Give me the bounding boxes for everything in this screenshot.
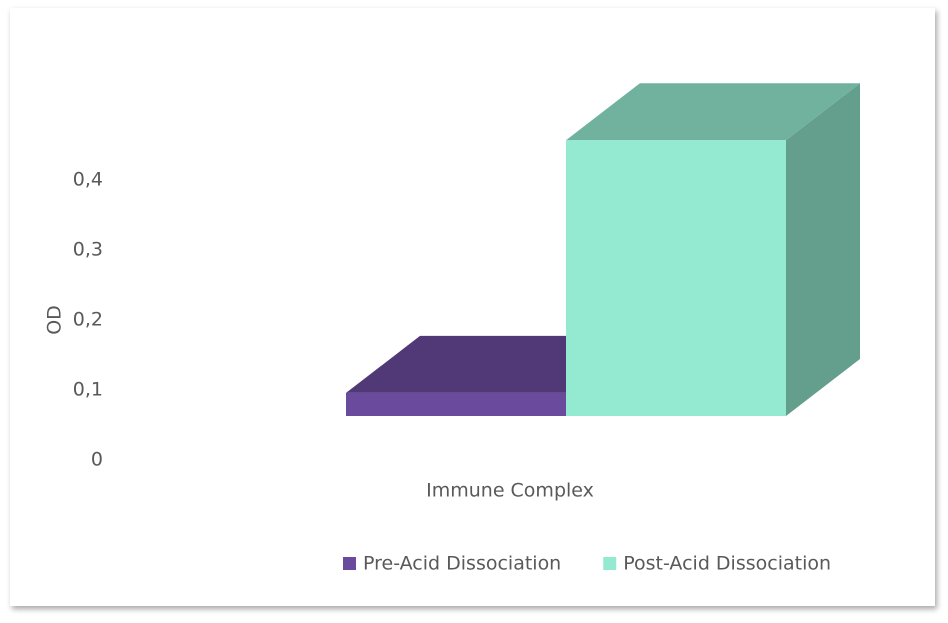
legend-label: Post-Acid Dissociation — [623, 553, 831, 575]
legend-swatch — [343, 557, 356, 570]
bar-side — [786, 83, 860, 416]
legend-label: Pre-Acid Dissociation — [363, 553, 561, 575]
y-tick-label: 0,1 — [73, 379, 103, 401]
bar-top — [566, 83, 860, 141]
x-tick-label: Immune Complex — [426, 480, 594, 502]
y-axis-title: OD — [44, 305, 66, 335]
y-tick-label: 0,4 — [73, 169, 103, 191]
y-tick-label: 0 — [91, 449, 103, 471]
bar — [346, 392, 566, 416]
y-tick-label: 0,2 — [73, 309, 103, 331]
y-tick-label: 0,3 — [73, 239, 103, 261]
legend-swatch — [603, 557, 617, 570]
bar — [566, 140, 786, 416]
